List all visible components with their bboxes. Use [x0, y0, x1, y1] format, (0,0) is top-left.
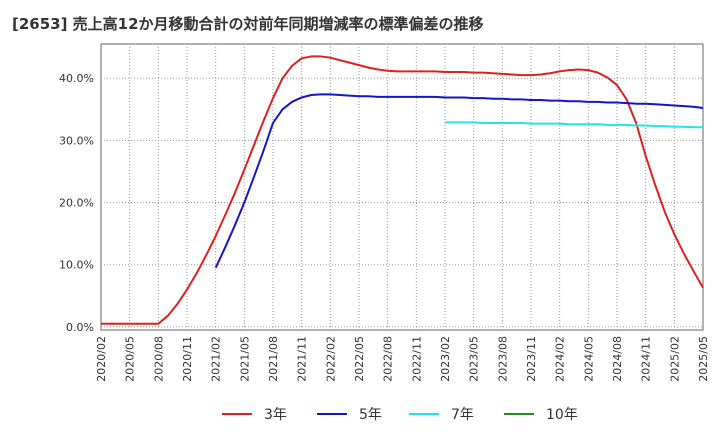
y-tick-label: 40.0% [59, 72, 94, 85]
x-tick-label: 2023/02 [439, 336, 452, 382]
x-tick-label: 2024/11 [640, 336, 653, 382]
x-tick-label: 2021/05 [238, 336, 251, 382]
x-tick-label: 2025/02 [668, 336, 681, 382]
x-axis-tick-labels: 2020/02 2020/05 2020/08 2020/11 2021/02 2021/… [95, 336, 710, 382]
y-tick-label: 10.0% [59, 259, 94, 272]
y-gridlines [101, 77, 703, 328]
series-line-7年 [445, 121, 703, 129]
x-tick-label: 2023/05 [468, 336, 481, 382]
series-line-3年 [101, 55, 704, 325]
y-tick-label: 0.0% [66, 321, 94, 334]
x-tick-label: 2020/05 [124, 336, 137, 382]
x-tick-label: 2020/08 [152, 336, 165, 382]
x-tick-label: 2023/11 [525, 336, 538, 382]
x-tick-label: 2024/08 [611, 336, 624, 382]
series-line-5年 [214, 93, 704, 269]
legend-label: 5年 [359, 407, 382, 423]
x-tick-label: 2020/02 [95, 336, 108, 382]
x-tick-label: 2021/08 [267, 336, 280, 382]
x-tick-label: 2024/02 [554, 336, 567, 382]
plot-area [100, 43, 704, 331]
y-axis-tick-labels: 0.0% 10.0% 20.0% 30.0% 40.0% [59, 72, 94, 334]
y-tick-label: 30.0% [59, 134, 94, 147]
y-tick-label: 20.0% [59, 197, 94, 210]
x-tick-label: 2024/05 [582, 336, 595, 382]
x-tick-label: 2021/02 [210, 336, 223, 382]
legend-label: 10年 [546, 407, 578, 423]
chart-title: [2653] 売上高12か月移動合計の対前年同期増減率の標準偏差の推移 [12, 15, 484, 33]
x-tick-label: 2025/05 [697, 336, 710, 382]
x-tick-label: 2020/11 [181, 336, 194, 382]
x-tick-label: 2023/08 [496, 336, 509, 382]
legend: 3年 5年 7年 10年 [222, 407, 578, 423]
x-tick-label: 2022/11 [410, 336, 423, 382]
x-tick-label: 2022/08 [382, 336, 395, 382]
legend-label: 7年 [451, 407, 474, 423]
x-tick-label: 2022/02 [324, 336, 337, 382]
x-tick-label: 2021/11 [296, 336, 309, 382]
series-lines [101, 55, 704, 325]
legend-label: 3年 [264, 407, 287, 423]
x-tick-label: 2022/05 [353, 336, 366, 382]
